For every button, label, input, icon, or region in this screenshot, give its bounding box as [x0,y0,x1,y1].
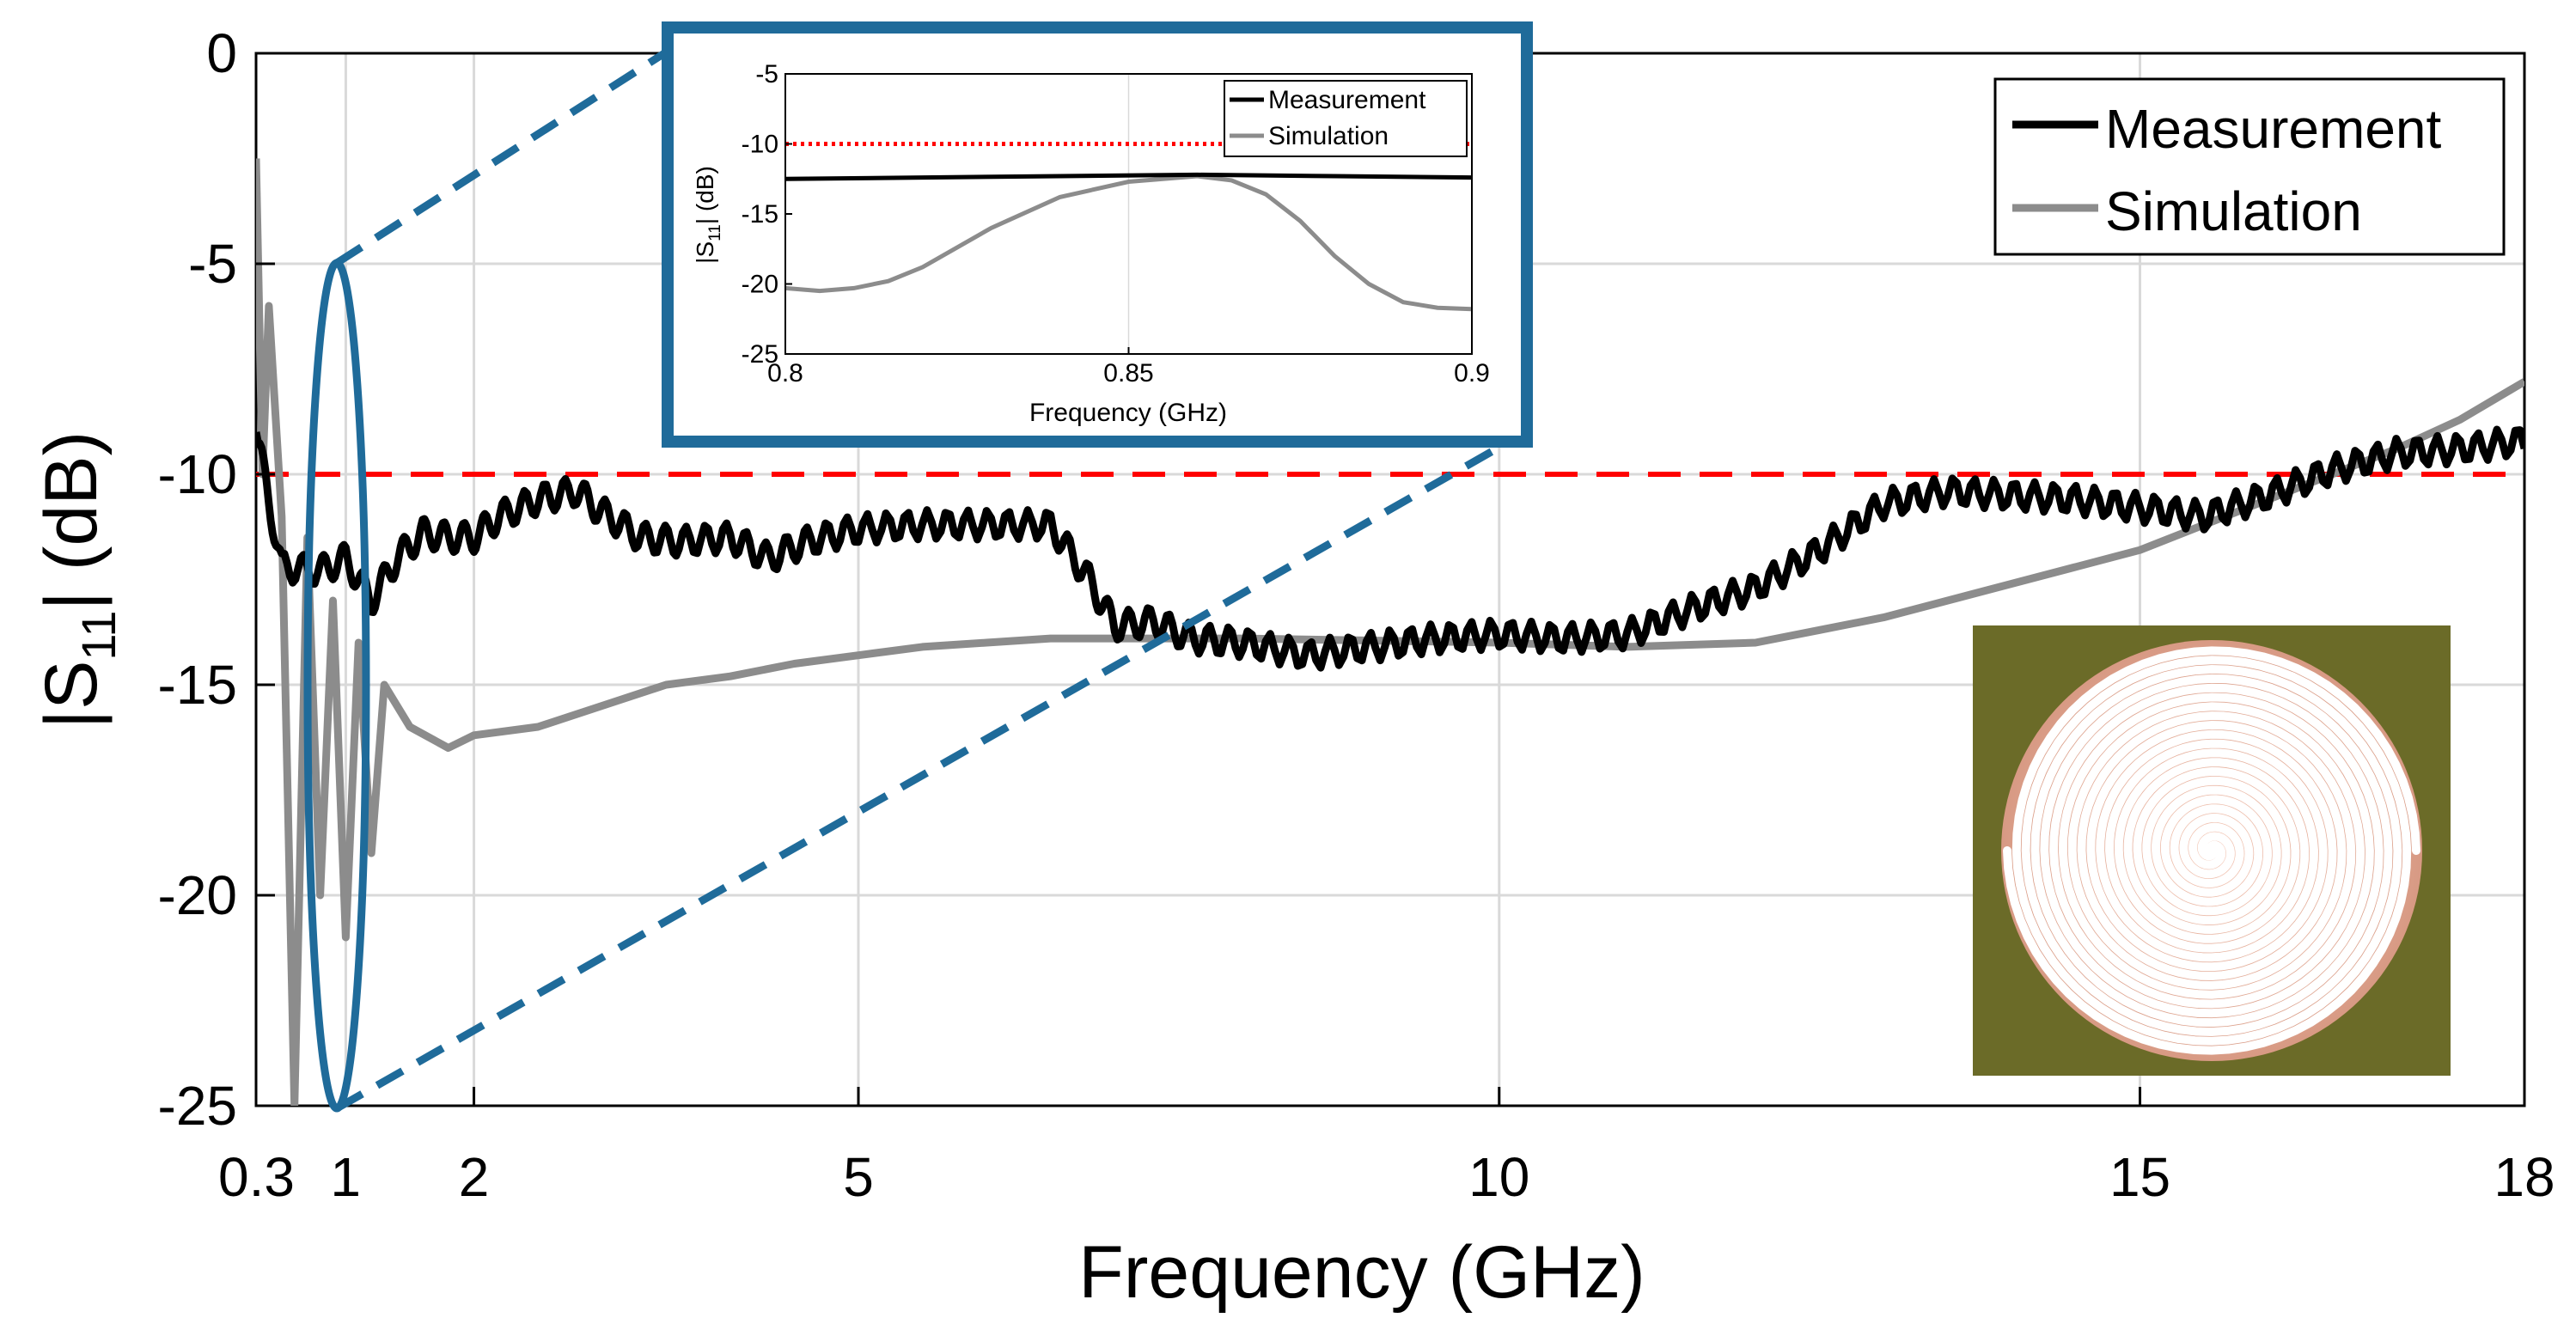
main-legend-box [1993,77,2506,256]
simulation-series-line [256,158,2524,1106]
zoom-connector-top [334,40,683,266]
measurement-series-line [256,425,2524,672]
y-tick-label: -5 [188,233,237,295]
main-legend: Measurement Simulation [1993,77,2506,256]
y-tick-labels: -25 -20 -15 -10 -5 0 [158,22,275,1137]
x-tick-label: 0.3 [218,1146,295,1208]
inset-y-tick-label: -20 [742,271,778,299]
zoom-highlight-ellipse [303,259,370,1113]
legend-label-simulation: Simulation [2105,180,2362,242]
inset-x-axis-label: Frequency (GHz) [1029,399,1227,427]
inset-x-tick-label: 0.85 [1103,359,1153,387]
zoom-indicator [303,40,1515,1113]
x-tick-label: 1 [330,1146,361,1208]
inset-chart: 0.8 0.85 0.9 -25 -20 -15 -10 -5 Frequency (GHz… [662,21,1533,448]
y-tick-label: -25 [158,1075,238,1137]
y-tick-label: -20 [158,864,238,926]
inset-legend-label-measurement: Measurement [1268,86,1426,114]
inset-y-axis-label: |S11| (dB) [692,166,724,264]
x-tick-label: 18 [2494,1146,2555,1208]
zoom-connector-bottom [334,436,1515,1112]
spiral-arm [2011,646,2420,1046]
inset-legend: Measurement Simulation [1224,80,1468,157]
inset-x-tick-labels: 0.8 0.85 0.9 [767,347,1490,387]
inset-x-tick-label: 0.8 [767,359,803,387]
spiral-antenna-photo [1973,625,2451,1076]
y-tick-label: 0 [206,22,237,84]
y-axis-label: |S11| (dB) [30,431,125,729]
inset-y-tick-label: -5 [755,60,778,88]
y-tick-label: -10 [158,443,238,505]
x-axis-label: Frequency (GHz) [1078,1231,1645,1314]
inset-y-tick-label: -15 [742,200,778,229]
inset-y-tick-label: -10 [742,131,778,159]
legend-label-measurement: Measurement [2105,98,2442,160]
inset-legend-box [1224,80,1468,157]
inset-y-tick-label: -25 [742,340,778,369]
x-tick-label: 5 [843,1146,874,1208]
inset-y-tick-labels: -25 -20 -15 -10 -5 [742,60,792,369]
x-tick-label: 15 [2109,1146,2170,1208]
spiral-arm-2 [2003,656,2412,1055]
x-tick-label: 2 [459,1146,490,1208]
inset-legend-label-simulation: Simulation [1268,122,1389,150]
x-tick-labels: 0.3 1 2 5 10 15 18 [218,1087,2555,1208]
inset-measurement-series-line [785,172,1472,181]
x-tick-label: 10 [1468,1146,1529,1208]
inset-x-tick-label: 0.9 [1454,359,1490,387]
y-tick-label: -15 [158,654,238,716]
